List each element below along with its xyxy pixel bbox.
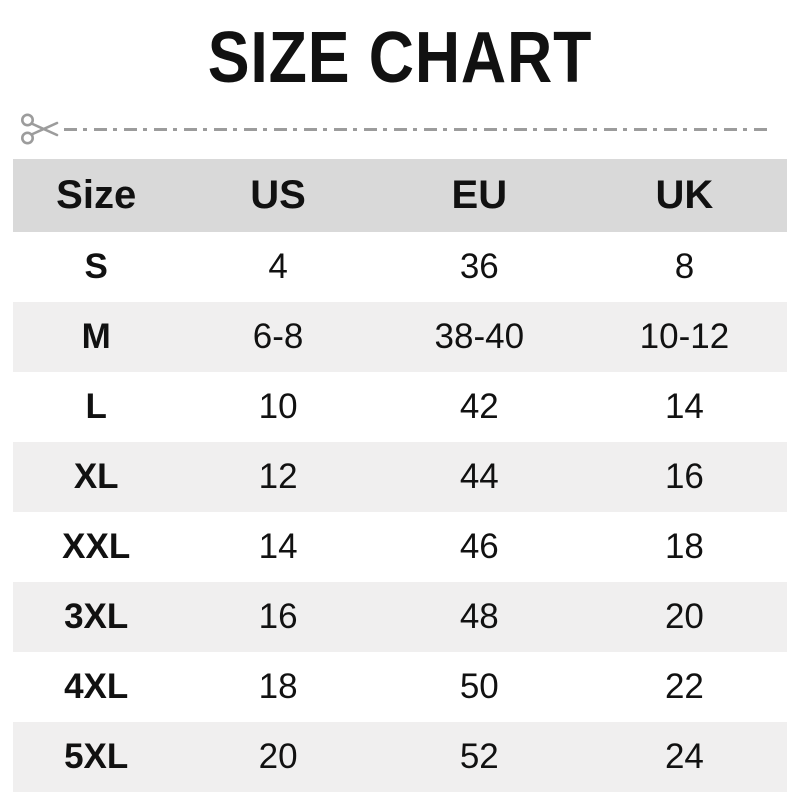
- size-label-cell: 4XL: [64, 667, 129, 707]
- scissors-icon: [20, 112, 60, 146]
- uk-cell: 22: [664, 667, 704, 707]
- cut-line: [20, 112, 770, 146]
- us-cell: 14: [258, 527, 298, 567]
- table-row-s: S 4 36 8: [13, 232, 787, 303]
- us-cell: 10: [258, 387, 298, 427]
- uk-cell: 16: [664, 457, 704, 497]
- uk-cell: 24: [664, 737, 704, 777]
- table-row-m: M 6-8 38-40 10-12: [13, 302, 787, 373]
- uk-cell: 20: [664, 597, 704, 637]
- eu-cell: 50: [459, 667, 499, 707]
- uk-cell: 18: [664, 527, 704, 567]
- table-row-5xl: 5XL 20 52 24: [13, 722, 787, 793]
- us-cell: 6-8: [252, 317, 304, 357]
- table-row-xl: XL 12 44 16: [13, 442, 787, 513]
- size-table: Size US EU UK S 4 36 8 M 6-8 38-40 10-12…: [13, 159, 787, 793]
- eu-cell: 42: [459, 387, 499, 427]
- eu-cell: 36: [459, 247, 499, 287]
- column-header-size: Size: [56, 173, 137, 218]
- table-row-l: L 10 42 14: [13, 372, 787, 443]
- us-cell: 18: [258, 667, 298, 707]
- size-label-cell: 5XL: [64, 737, 129, 777]
- eu-cell: 46: [459, 527, 499, 567]
- us-cell: 4: [268, 247, 288, 287]
- eu-cell: 48: [459, 597, 499, 637]
- size-label-cell: L: [85, 387, 107, 427]
- table-row-xxl: XXL 14 46 18: [13, 512, 787, 583]
- us-cell: 16: [258, 597, 298, 637]
- us-cell: 20: [258, 737, 298, 777]
- us-cell: 12: [258, 457, 298, 497]
- uk-cell: 8: [674, 247, 695, 287]
- table-header-row: Size US EU UK: [13, 159, 787, 233]
- uk-cell: 14: [664, 387, 704, 427]
- uk-cell: 10-12: [639, 317, 730, 357]
- size-label-cell: 3XL: [64, 597, 129, 637]
- column-header-eu: EU: [451, 173, 508, 218]
- eu-cell: 52: [459, 737, 499, 777]
- size-label-cell: S: [84, 247, 108, 287]
- page-title: SIZE CHART: [207, 18, 593, 98]
- eu-cell: 38-40: [434, 317, 525, 357]
- column-header-uk: UK: [655, 173, 714, 218]
- table-row-4xl: 4XL 18 50 22: [13, 652, 787, 723]
- size-label-cell: XXL: [62, 527, 131, 567]
- size-label-cell: XL: [73, 457, 119, 497]
- column-header-us: US: [250, 173, 306, 218]
- size-label-cell: M: [81, 317, 111, 357]
- table-row-3xl: 3XL 16 48 20: [13, 582, 787, 653]
- dashed-cut-line: [64, 127, 770, 131]
- eu-cell: 44: [459, 457, 499, 497]
